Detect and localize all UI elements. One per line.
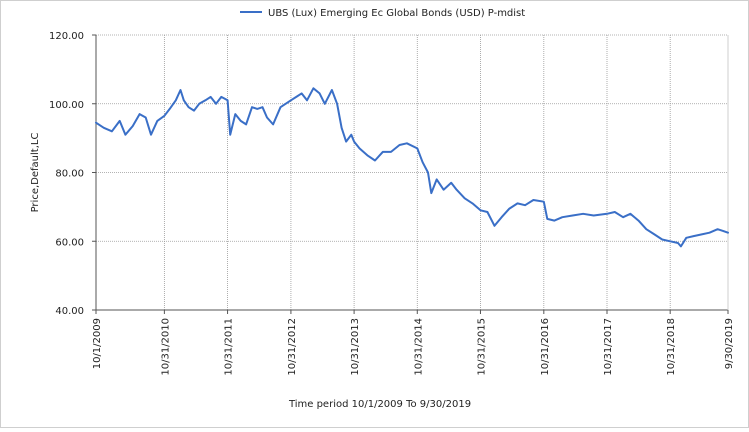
- y-axis-label: Price,Default,LC: [30, 133, 41, 213]
- x-tick-label: 10/31/2014: [413, 318, 424, 376]
- legend-label: UBS (Lux) Emerging Ec Global Bonds (USD)…: [268, 8, 525, 19]
- y-tick-label: 40.00: [55, 306, 84, 317]
- x-tick-label: 10/31/2018: [666, 318, 677, 376]
- x-tick-label: 10/31/2012: [287, 318, 298, 376]
- y-tick-label: 120.00: [49, 31, 84, 42]
- x-tick-label: 10/31/2011: [224, 318, 235, 376]
- series-line-0: [95, 87, 729, 248]
- x-tick-label: 10/31/2016: [540, 318, 551, 376]
- y-tick-label: 100.00: [49, 100, 84, 111]
- x-axis-label: Time period 10/1/2009 To 9/30/2019: [288, 399, 471, 410]
- y-tick-label: 80.00: [55, 169, 84, 180]
- x-tick-label: 10/31/2017: [603, 318, 614, 376]
- legend: UBS (Lux) Emerging Ec Global Bonds (USD)…: [240, 8, 525, 19]
- x-tick-label: 10/31/2010: [160, 318, 171, 376]
- x-tick-label: 9/30/2019: [724, 318, 735, 369]
- series-layer: [95, 87, 729, 248]
- grid: [96, 34, 728, 310]
- x-tick-label: 10/1/2009: [92, 318, 103, 369]
- x-tick-label: 10/31/2015: [476, 318, 487, 376]
- x-tick-label: 10/31/2013: [350, 318, 361, 376]
- axes: 40.00 60.00 80.00 100.00 120.00 10/1/2009 10/3…: [49, 31, 735, 376]
- y-tick-label: 60.00: [55, 237, 84, 248]
